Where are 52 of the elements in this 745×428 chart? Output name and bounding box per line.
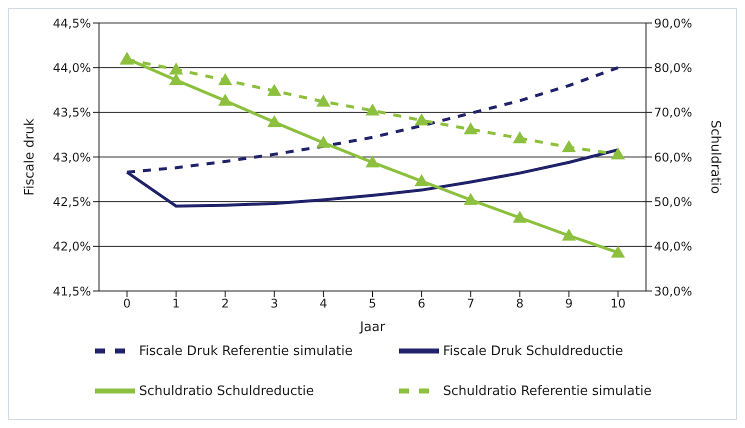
y2-tick-label: 40,0%: [654, 240, 692, 254]
y-tick-label: 42,5%: [52, 194, 91, 209]
x-tick-label: 1: [172, 296, 180, 311]
y2-axis-title: Schuldratio: [707, 120, 722, 194]
point: [464, 122, 478, 134]
y2-tick-label: 50,0%: [654, 194, 692, 209]
x-tick-label: 2: [221, 296, 230, 311]
point: [414, 174, 429, 186]
point: [464, 192, 478, 205]
point: [611, 246, 625, 258]
point: [169, 62, 184, 74]
y2-tick-label: 70,0%: [654, 106, 692, 120]
legend-label: Fiscale Druk Schuldreductie: [443, 344, 624, 359]
x-tick-label: 9: [565, 296, 573, 311]
x-tick-label: 3: [270, 296, 278, 311]
y-tick-label: 43,5%: [52, 106, 91, 120]
x-tick-label: 0: [123, 296, 131, 311]
point: [562, 228, 576, 241]
y2-tick-label: 60,0%: [654, 150, 692, 164]
y-axis-title: Fiscale druk: [22, 118, 38, 196]
x-axis-title: Jaar: [358, 320, 386, 335]
x-tick-label: 7: [466, 296, 475, 311]
y-tick-label: 41,5%: [52, 284, 91, 298]
x-tick-label: 4: [320, 296, 328, 311]
point: [366, 104, 380, 116]
x-tick-label: 8: [516, 296, 524, 311]
x-tick-label: 10: [610, 296, 626, 311]
legend-label: Schuldratio Referentie simulatie: [443, 384, 653, 399]
point: [267, 84, 282, 96]
point: [267, 115, 282, 128]
y-tick-label: 44,5%: [52, 16, 91, 30]
y2-tick-label: 30,0%: [654, 284, 692, 298]
point: [414, 113, 429, 126]
y-tick-label: 43,0%: [52, 150, 91, 164]
legend-label: Schuldratio Schuldreductie: [139, 384, 315, 399]
y2-tick-label: 80,0%: [654, 60, 692, 75]
point: [512, 131, 527, 144]
point: [316, 94, 330, 107]
point: [316, 136, 330, 148]
point: [218, 73, 232, 86]
x-tick-label: 6: [418, 296, 426, 311]
x-tick-label: 5: [368, 296, 376, 311]
y-tick-label: 42,0%: [52, 240, 91, 254]
point: [611, 147, 625, 160]
point: [512, 210, 527, 223]
point: [562, 140, 576, 152]
point: [218, 94, 232, 106]
y2-tick-label: 90,0%: [654, 16, 692, 30]
point: [169, 73, 184, 86]
point: [366, 155, 380, 168]
y-tick-label: 44,0%: [52, 60, 91, 75]
legend-label: Fiscale Druk Referentie simulatie: [139, 344, 354, 359]
